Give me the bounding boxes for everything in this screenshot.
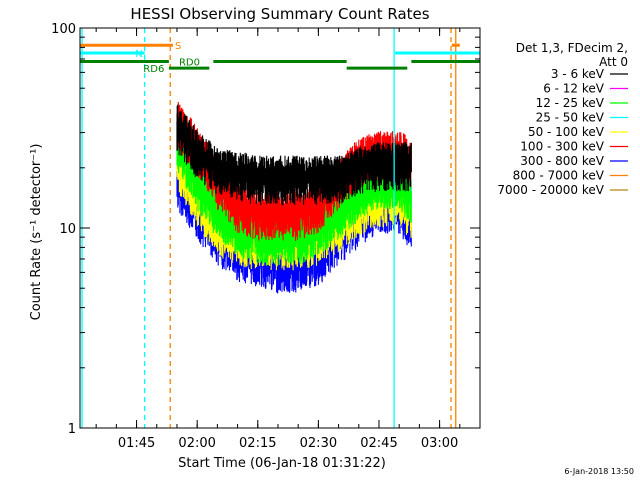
axis-layer: 01:45 02:00 02:15 02:30 02:45 03:00 1 10 100 — [51, 22, 480, 451]
footer-date: 6-Jan-2018 13:50 — [564, 467, 634, 476]
legend-entry-label: 300 - 800 keV — [520, 154, 604, 168]
legend-entry-label: 25 - 50 keV — [536, 111, 605, 125]
y-tick-label: 1 — [68, 422, 76, 437]
legend-entry-label: 3 - 6 keV — [551, 67, 605, 81]
flag-label-rd6: RD6 — [143, 64, 164, 75]
series-3-to-6keV-line — [176, 104, 412, 206]
x-tick-label: 02:30 — [300, 436, 337, 451]
chart-title: HESSI Observing Summary Count Rates — [130, 5, 429, 23]
x-tick-label: 02:15 — [239, 436, 276, 451]
legend-entry-label: 800 - 7000 keV — [513, 169, 605, 183]
flag-layer: S N RD0 RD6 — [80, 41, 480, 75]
y-axis-label: Count Rate (s⁻¹ detector⁻¹) — [29, 144, 44, 321]
legend-entry-label: 7000 - 20000 keV — [497, 183, 604, 197]
legend-entry-label: 100 - 300 keV — [520, 140, 604, 154]
flag-label-s: S — [175, 41, 181, 52]
legend-title-line-2: Att 0 — [599, 55, 628, 69]
series-layer — [176, 102, 412, 294]
x-tick-label: 03:00 — [421, 436, 458, 451]
marker-layer — [81, 28, 457, 428]
series-trace — [176, 104, 412, 206]
flag-label-rd0: RD0 — [179, 57, 200, 68]
flag-label-n: N — [135, 49, 142, 60]
legend-title-line-1: Det 1,3, FDecim 2, — [516, 41, 628, 55]
y-tick-label: 10 — [59, 222, 76, 237]
x-tick-label: 02:45 — [360, 436, 397, 451]
x-tick-label: 02:00 — [178, 436, 215, 451]
x-axis-label: Start Time (06-Jan-18 01:31:22) — [178, 456, 386, 471]
legend-entry-label: 12 - 25 keV — [536, 96, 605, 110]
legend-entry-label: 6 - 12 keV — [543, 82, 605, 96]
x-tick-label: 01:45 — [118, 436, 155, 451]
y-tick-label: 100 — [51, 22, 76, 37]
legend-entry-label: 50 - 100 keV — [528, 125, 605, 139]
